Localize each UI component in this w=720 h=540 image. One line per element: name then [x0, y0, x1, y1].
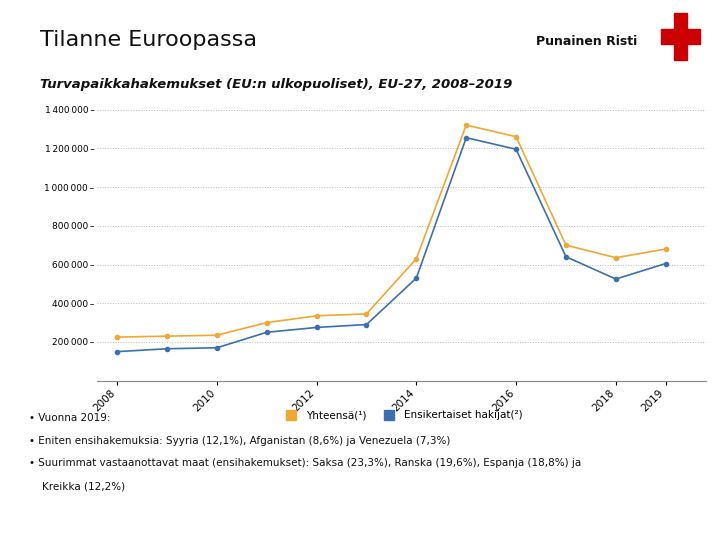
Bar: [661, 29, 700, 44]
Text: • Suurimmat vastaanottavat maat (ensihakemukset): Saksa (23,3%), Ranska (19,6%),: • Suurimmat vastaanottavat maat (ensihak…: [29, 458, 581, 469]
Text: Punainen Risti: Punainen Risti: [536, 35, 638, 48]
Text: • Vuonna 2019:: • Vuonna 2019:: [29, 413, 110, 423]
Text: • Eniten ensihakemuksia: Syyria (12,1%), Afganistan (8,6%) ja Venezuela (7,3%): • Eniten ensihakemuksia: Syyria (12,1%),…: [29, 436, 450, 446]
Text: Turvapaikkahakemukset (EU:n ulkopuoliset), EU-27, 2008–2019: Turvapaikkahakemukset (EU:n ulkopuoliset…: [40, 78, 512, 91]
Legend: Yhteensä(¹), Ensikertaiset hakijat(²): Yhteensä(¹), Ensikertaiset hakijat(²): [276, 406, 526, 424]
Text: Kreikka (12,2%): Kreikka (12,2%): [42, 481, 125, 491]
Text: Tilanne Euroopassa: Tilanne Euroopassa: [40, 30, 256, 50]
Bar: [674, 14, 687, 59]
